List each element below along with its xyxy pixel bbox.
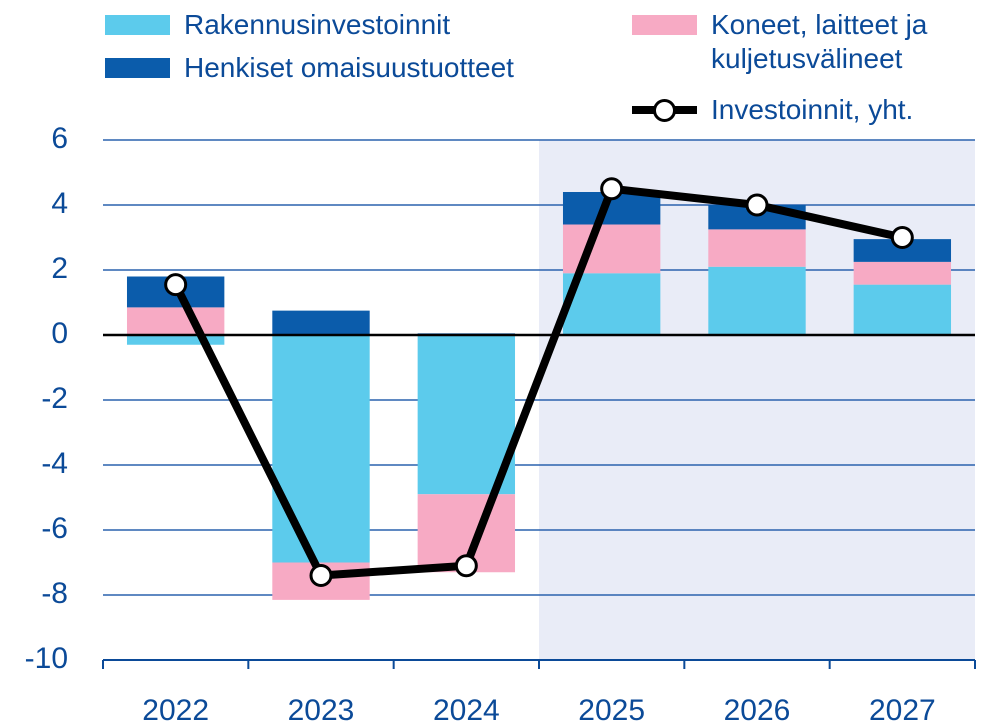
x-tick-label: 2022 [142, 694, 209, 726]
y-tick-label: -4 [41, 447, 68, 480]
y-tick-label: 2 [51, 252, 68, 285]
legend-item: Henkiset omaisuustuotteet [105, 51, 605, 85]
legend-swatch [105, 58, 170, 78]
y-tick-label: -2 [41, 382, 68, 415]
legend-marker [653, 99, 676, 122]
total-point [600, 177, 624, 201]
total-point [890, 226, 914, 249]
legend-label: Rakennusinvestoinnit [184, 9, 451, 40]
x-tick-label: 2025 [578, 694, 645, 726]
y-tick-label: -10 [25, 642, 68, 675]
bar-segment [126, 335, 225, 345]
bar-segment [272, 310, 370, 335]
bar-segment [853, 261, 952, 285]
legend-swatch [632, 15, 697, 35]
legend-swatch [105, 15, 170, 35]
legend-label: Henkiset omaisuustuotteet [184, 52, 514, 83]
x-tick-label: 2023 [288, 694, 355, 726]
total-point [454, 554, 478, 578]
bar-segment [853, 284, 952, 335]
bar-segment [562, 224, 661, 274]
total-line [172, 184, 904, 580]
legend-item: Investoinnit, yht. [632, 93, 982, 127]
total-point [164, 273, 188, 297]
bar-segment [417, 335, 516, 495]
y-tick-label: -6 [41, 512, 68, 545]
bar-segment [126, 307, 225, 335]
total-point [309, 564, 333, 587]
total-point [745, 193, 769, 217]
bar-segment [853, 239, 952, 262]
x-tick-label: 2026 [724, 694, 791, 726]
y-tick-label: 4 [51, 187, 68, 220]
y-tick-label: 0 [51, 317, 68, 350]
legend-item: Rakennusinvestoinnit [105, 8, 565, 42]
y-tick-label: -8 [41, 577, 68, 610]
legend-label: Koneet, laitteet ja kuljetusvälineet [711, 9, 928, 74]
bar-segment [708, 266, 806, 335]
x-tick-label: 2027 [869, 694, 936, 726]
legend-label: Investoinnit, yht. [711, 94, 914, 125]
x-tick-label: 2024 [433, 694, 500, 726]
bar-segment [708, 229, 806, 267]
legend-swatch [632, 99, 697, 122]
bar-segment [272, 335, 370, 563]
y-tick-label: 6 [51, 122, 68, 155]
legend-item: Koneet, laitteet ja kuljetusvälineet [632, 8, 982, 76]
